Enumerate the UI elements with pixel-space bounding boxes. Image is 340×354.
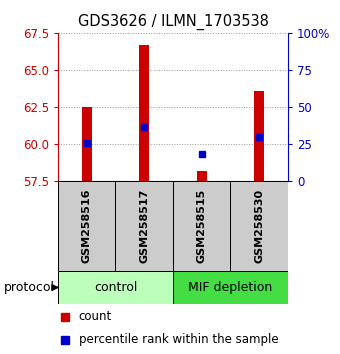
Text: GSM258530: GSM258530	[254, 189, 264, 263]
Text: GSM258516: GSM258516	[82, 189, 92, 263]
Text: percentile rank within the sample: percentile rank within the sample	[79, 333, 278, 347]
Bar	[58, 181, 116, 271]
Bar	[58, 271, 173, 304]
Text: GSM258517: GSM258517	[139, 189, 149, 263]
Bar	[197, 171, 207, 181]
Title: GDS3626 / ILMN_1703538: GDS3626 / ILMN_1703538	[78, 14, 269, 30]
Text: MIF depletion: MIF depletion	[188, 281, 273, 294]
Bar	[82, 107, 92, 181]
Bar	[116, 181, 173, 271]
Text: control: control	[94, 281, 137, 294]
Bar	[173, 181, 231, 271]
Bar	[231, 181, 288, 271]
Text: count: count	[79, 310, 112, 323]
Text: GSM258515: GSM258515	[197, 189, 207, 263]
Bar	[173, 271, 288, 304]
Text: protocol: protocol	[4, 281, 55, 294]
Bar	[139, 45, 149, 181]
Bar	[254, 91, 265, 181]
